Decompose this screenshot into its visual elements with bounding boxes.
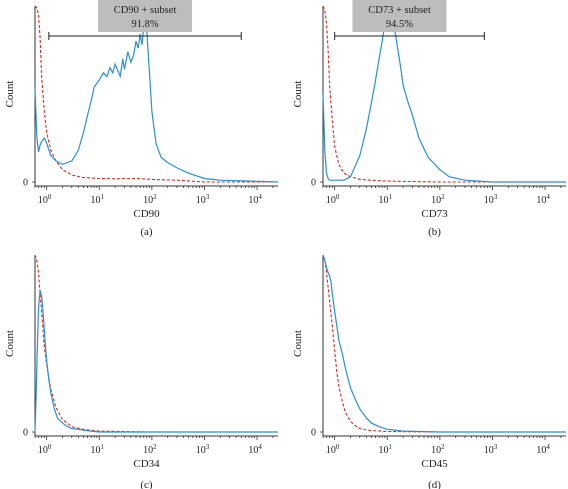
x-tick-label: 100 xyxy=(38,443,52,456)
x-tick-label: 104 xyxy=(248,443,262,456)
panel-3: 100 101 102 103 104 0 Count CD34 (c) xyxy=(4,254,278,489)
panel-1: 100 101 102 103 104 0 Count CD90 (a) CD90 + subse… xyxy=(4,0,279,238)
x-tick-label: 101 xyxy=(379,443,393,456)
y-axis-title: Count xyxy=(292,81,304,108)
y-axis-title: Count xyxy=(292,330,304,357)
panel-caption: (c) xyxy=(140,479,153,489)
x-tick-label: 102 xyxy=(431,193,445,206)
panel-caption: (d) xyxy=(428,479,441,489)
x-tick-label: 103 xyxy=(484,193,498,206)
x-axis-title: CD34 xyxy=(133,458,160,470)
x-tick-label: 101 xyxy=(91,443,105,456)
panel-caption: (a) xyxy=(140,226,153,238)
y-tick-label: 0 xyxy=(311,178,316,189)
x-tick-label: 100 xyxy=(326,193,340,206)
panel-2: 100 101 102 103 104 0 Count CD73 (b) CD73 + subse… xyxy=(292,0,566,238)
y-axis-title: Count xyxy=(4,81,16,108)
isotype-control-curve xyxy=(34,5,278,183)
y-tick-label: 0 xyxy=(23,428,28,439)
x-tick-label: 103 xyxy=(196,443,210,456)
y-axis-title: Count xyxy=(4,330,16,357)
panel-4: 100 101 102 103 104 0 Count CD45 (d) xyxy=(292,254,566,489)
x-tick-label: 104 xyxy=(248,193,262,206)
panel-caption: (b) xyxy=(428,226,441,238)
sample-curve xyxy=(322,4,566,183)
x-tick-label: 102 xyxy=(143,443,157,456)
x-axis-title: CD73 xyxy=(421,208,448,220)
x-axis-title: CD90 xyxy=(133,208,160,220)
x-tick-label: 100 xyxy=(38,193,52,206)
isotype-control-curve xyxy=(34,254,278,433)
gate-subset-label: CD73 + subset xyxy=(368,5,431,16)
x-tick-label: 102 xyxy=(143,193,157,206)
x-tick-label: 103 xyxy=(484,443,498,456)
x-tick-label: 104 xyxy=(536,193,550,206)
x-tick-label: 104 xyxy=(536,443,550,456)
sample-curve xyxy=(34,21,279,183)
x-tick-label: 101 xyxy=(379,193,393,206)
sample-curve xyxy=(34,290,278,433)
x-tick-label: 101 xyxy=(91,193,105,206)
x-tick-label: 100 xyxy=(326,443,340,456)
gate-percentage: 94.5% xyxy=(386,19,413,30)
isotype-control-curve xyxy=(322,254,566,433)
gate-label-box xyxy=(352,0,447,32)
sample-curve xyxy=(322,254,566,433)
gate-marker: CD73 + subset 94.5% xyxy=(334,0,485,40)
gate-label-box xyxy=(98,0,193,32)
x-tick-label: 103 xyxy=(196,193,210,206)
x-axis-title: CD45 xyxy=(421,458,448,470)
gate-marker: CD90 + subset 91.8% xyxy=(48,0,242,40)
x-tick-label: 102 xyxy=(431,443,445,456)
gate-subset-label: CD90 + subset xyxy=(114,5,177,16)
y-tick-label: 0 xyxy=(23,178,28,189)
gate-percentage: 91.8% xyxy=(131,19,158,30)
y-tick-label: 0 xyxy=(311,428,316,439)
isotype-control-curve xyxy=(322,5,566,183)
